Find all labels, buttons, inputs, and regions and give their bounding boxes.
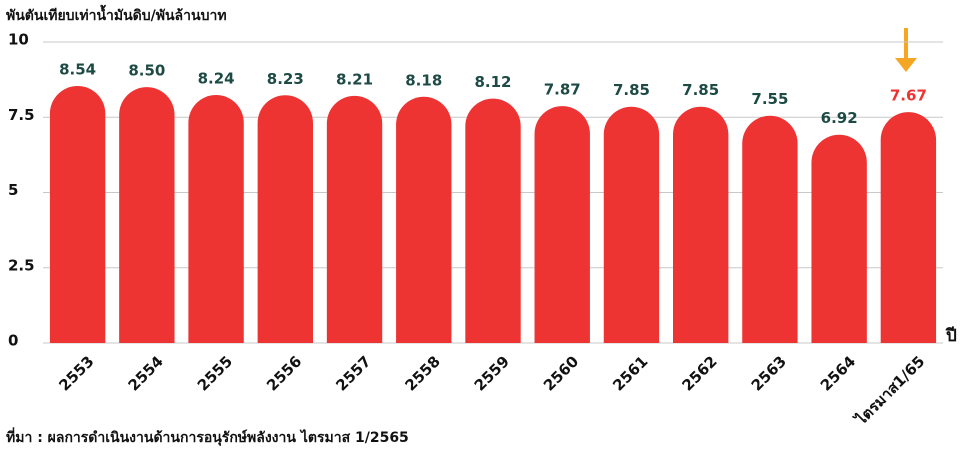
x-tick-label: 2555: [194, 352, 236, 394]
value-label: 8.21: [336, 70, 373, 88]
value-label: 7.87: [544, 81, 581, 99]
y-tick-label: 10: [8, 31, 29, 49]
x-tick-label: 2554: [125, 352, 167, 394]
bar: [603, 106, 660, 343]
value-label: 8.50: [128, 62, 165, 80]
highlight-arrow: [895, 28, 917, 72]
x-tick-label: 2562: [678, 352, 720, 394]
bar: [396, 96, 452, 344]
bar: [880, 112, 937, 343]
y-tick-label: 0: [8, 332, 18, 350]
y-tick-label: 5: [8, 181, 18, 199]
value-label: 8.24: [198, 69, 235, 87]
source-note: ที่มา : ผลการดำเนินงานด้านการอนุรักษ์พลั…: [6, 427, 409, 446]
axis-title: พันตันเทียบเท่าน้ำมันดิบ/พันล้านบาท: [6, 4, 227, 24]
bar: [534, 106, 590, 343]
bar: [188, 94, 244, 344]
bar: [119, 87, 175, 344]
value-label: 8.23: [267, 70, 304, 88]
x-tick-label: 2557: [332, 352, 374, 394]
bar: [49, 85, 106, 343]
y-tick-label: 2.5: [8, 256, 35, 274]
x-axis-title: ปี: [945, 325, 957, 346]
bar: [326, 95, 383, 343]
y-tick-label: 7.5: [8, 106, 35, 124]
x-tick-label: 2564: [817, 352, 859, 394]
bar: [465, 98, 521, 344]
x-tick-label: 2560: [540, 352, 582, 394]
x-tick-label: 2563: [748, 352, 790, 394]
x-tick-label: 2559: [471, 352, 513, 394]
value-label: 7.67: [890, 87, 927, 105]
value-label: 7.85: [682, 81, 719, 99]
bar: [811, 134, 867, 343]
value-label: 8.12: [474, 73, 511, 91]
bar: [673, 106, 729, 343]
value-label: 7.55: [751, 90, 788, 108]
x-tick-label: 2558: [402, 352, 444, 394]
x-tick-label: 2561: [609, 352, 651, 394]
x-tick-label: 2556: [263, 352, 305, 394]
value-label: 8.18: [405, 71, 442, 89]
x-tick-label: 2553: [55, 352, 97, 394]
bar: [257, 95, 313, 343]
value-label: 6.92: [821, 109, 858, 127]
bar: [742, 115, 798, 343]
value-label: 7.85: [613, 81, 650, 99]
value-label: 8.54: [59, 60, 96, 78]
x-tick-label: ไตรมาส1/65: [850, 352, 928, 430]
